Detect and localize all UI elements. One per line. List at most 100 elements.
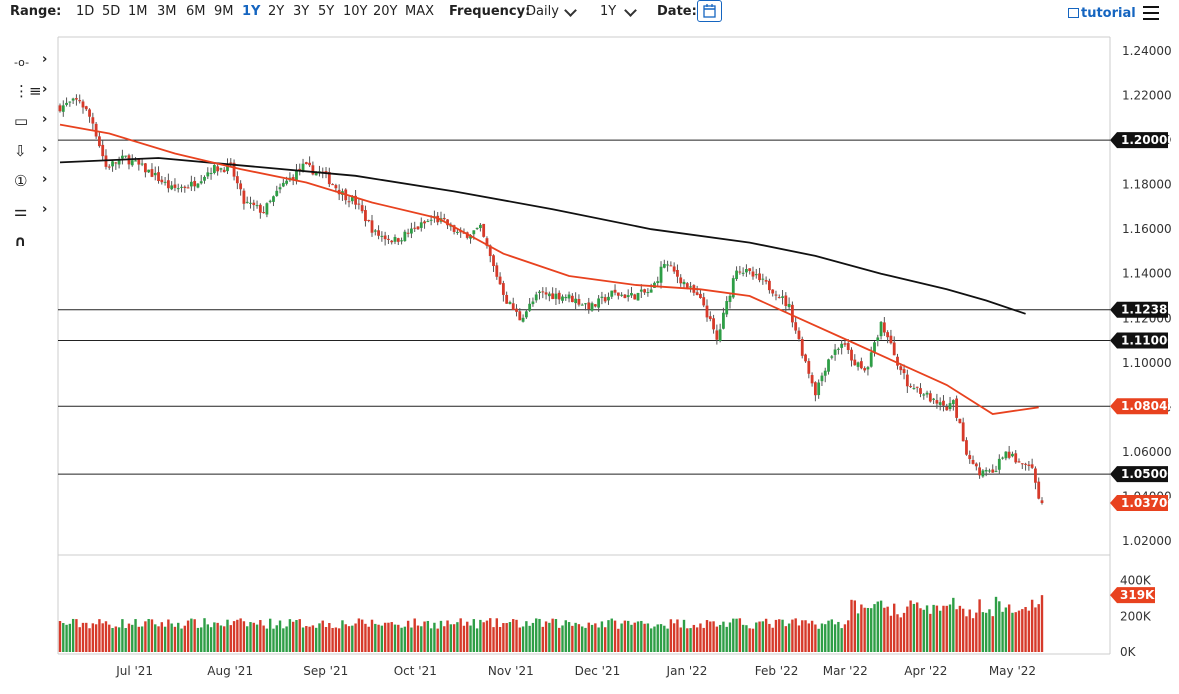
candle-body[interactable] xyxy=(981,470,985,477)
candle-body[interactable] xyxy=(620,294,624,296)
candle-body[interactable] xyxy=(1024,463,1027,465)
candle-body[interactable] xyxy=(170,185,174,190)
candle-body[interactable] xyxy=(866,367,870,370)
candle-body[interactable] xyxy=(1027,464,1031,466)
candle-body[interactable] xyxy=(419,222,423,228)
candle-body[interactable] xyxy=(869,352,873,367)
candle-body[interactable] xyxy=(212,164,216,173)
candle-body[interactable] xyxy=(308,162,312,166)
hamburger-menu-icon[interactable] xyxy=(1143,6,1159,20)
candle-body[interactable] xyxy=(327,172,331,185)
candle-body[interactable] xyxy=(272,196,275,202)
candle-body[interactable] xyxy=(991,469,995,473)
candle-body[interactable] xyxy=(301,163,305,172)
candle-body[interactable] xyxy=(334,185,338,189)
candle-body[interactable] xyxy=(768,280,771,291)
candle-body[interactable] xyxy=(180,186,183,188)
candle-body[interactable] xyxy=(761,278,765,280)
candle-body[interactable] xyxy=(81,101,85,108)
candle-body[interactable] xyxy=(295,170,298,182)
candle-body[interactable] xyxy=(758,273,761,281)
candle-body[interactable] xyxy=(580,304,584,306)
candle-body[interactable] xyxy=(531,301,535,305)
candle-body[interactable] xyxy=(498,276,502,285)
candle-body[interactable] xyxy=(380,235,384,237)
candle-body[interactable] xyxy=(597,298,601,308)
candle-body[interactable] xyxy=(718,329,722,341)
candle-body[interactable] xyxy=(722,312,725,329)
candle-body[interactable] xyxy=(974,463,978,467)
candle-body[interactable] xyxy=(603,297,607,302)
candle-body[interactable] xyxy=(324,171,328,173)
candle-body[interactable] xyxy=(226,163,229,172)
candle-body[interactable] xyxy=(590,303,594,311)
candle-body[interactable] xyxy=(416,226,420,230)
candle-body[interactable] xyxy=(610,290,614,297)
candle-body[interactable] xyxy=(130,160,134,166)
candle-body[interactable] xyxy=(984,470,988,472)
candle-body[interactable] xyxy=(859,361,863,369)
candle-body[interactable] xyxy=(364,210,367,222)
range-5d-button[interactable]: 5D xyxy=(102,4,121,19)
candle-body[interactable] xyxy=(495,265,499,277)
candle-body[interactable] xyxy=(797,330,801,340)
magnet-tool-button[interactable]: ∩ xyxy=(14,232,52,254)
candle-body[interactable] xyxy=(423,221,426,224)
candle-body[interactable] xyxy=(777,297,781,299)
candle-body[interactable] xyxy=(945,406,949,411)
candle-body[interactable] xyxy=(350,197,354,202)
candle-body[interactable] xyxy=(699,293,702,298)
line-tool-button[interactable]: -o- › xyxy=(14,52,52,74)
shape-tool-button[interactable]: ▭ › xyxy=(14,112,52,134)
candle-body[interactable] xyxy=(584,303,587,305)
candle-body[interactable] xyxy=(764,280,768,282)
candle-body[interactable] xyxy=(922,394,926,396)
candle-body[interactable] xyxy=(393,237,397,242)
candle-body[interactable] xyxy=(298,168,302,171)
candle-body[interactable] xyxy=(58,105,62,112)
candle-body[interactable] xyxy=(245,201,249,203)
candle-body[interactable] xyxy=(561,296,564,301)
candle-body[interactable] xyxy=(1004,451,1008,459)
candle-body[interactable] xyxy=(173,184,177,188)
candle-body[interactable] xyxy=(656,281,660,283)
candle-body[interactable] xyxy=(354,195,357,205)
candle-body[interactable] xyxy=(524,311,528,318)
candle-body[interactable] xyxy=(682,281,686,285)
candle-body[interactable] xyxy=(685,283,689,288)
candle-body[interactable] xyxy=(472,230,476,235)
candle-body[interactable] xyxy=(919,388,922,394)
candle-body[interactable] xyxy=(377,230,380,236)
candle-body[interactable] xyxy=(567,294,571,299)
candle-body[interactable] xyxy=(636,292,640,301)
candle-body[interactable] xyxy=(455,231,459,233)
candle-body[interactable] xyxy=(84,106,88,110)
candle-body[interactable] xyxy=(616,292,620,296)
candle-body[interactable] xyxy=(429,219,433,221)
candle-body[interactable] xyxy=(239,183,243,190)
candle-body[interactable] xyxy=(157,172,160,182)
candle-body[interactable] xyxy=(574,298,578,304)
candle-body[interactable] xyxy=(547,293,551,297)
candle-body[interactable] xyxy=(291,177,295,180)
candle-body[interactable] xyxy=(518,311,522,321)
candle-body[interactable] xyxy=(735,270,738,280)
candle-body[interactable] xyxy=(515,308,518,312)
candle-body[interactable] xyxy=(1037,481,1041,499)
calendar-button[interactable] xyxy=(697,0,722,22)
candle-body[interactable] xyxy=(666,264,669,266)
candle-body[interactable] xyxy=(725,301,729,315)
candle-body[interactable] xyxy=(183,186,187,188)
candle-body[interactable] xyxy=(1034,468,1037,483)
candle-body[interactable] xyxy=(712,318,715,330)
candle-body[interactable] xyxy=(613,289,617,293)
candle-body[interactable] xyxy=(114,162,118,164)
slow-moving-average-line[interactable] xyxy=(59,157,1026,315)
frequency-select[interactable]: Daily xyxy=(526,4,559,19)
candle-body[interactable] xyxy=(626,295,630,298)
candle-body[interactable] xyxy=(193,180,197,187)
candle-body[interactable] xyxy=(485,238,489,246)
candle-body[interactable] xyxy=(781,296,784,298)
candle-body[interactable] xyxy=(265,203,269,215)
candle-body[interactable] xyxy=(731,278,735,298)
